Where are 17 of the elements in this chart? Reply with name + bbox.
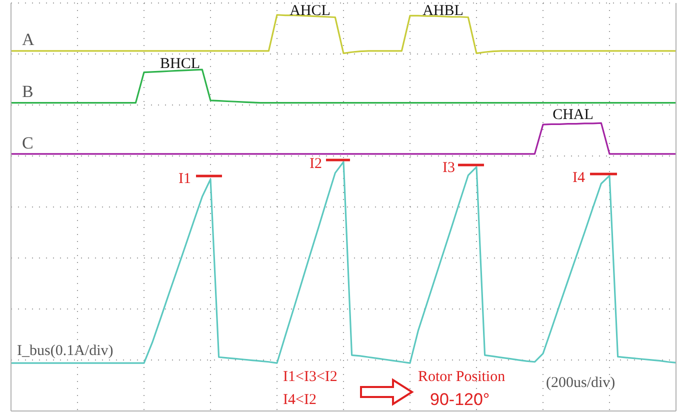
annotation: AHBL <box>422 3 464 19</box>
annotation: I1<I3<I2 <box>283 369 338 385</box>
annotation: CHAL <box>552 107 594 123</box>
annotation: 90-120° <box>430 390 490 409</box>
series-label: I_bus(0.1A/div) <box>17 342 114 359</box>
annotation: I4 <box>572 170 586 186</box>
annotation: Rotor Position <box>418 369 506 385</box>
annotation: BHCL <box>160 56 200 72</box>
annotation: I3 <box>442 160 455 176</box>
series-label: A <box>22 30 35 50</box>
annotation: I2 <box>310 156 322 172</box>
annotation: I1 <box>178 171 191 187</box>
annotation: (200us/div) <box>546 375 616 391</box>
series-label: C <box>22 133 34 152</box>
annotation: AHCL <box>290 3 330 19</box>
series-label: B <box>22 82 34 102</box>
annotation: I4<I2 <box>283 392 316 408</box>
